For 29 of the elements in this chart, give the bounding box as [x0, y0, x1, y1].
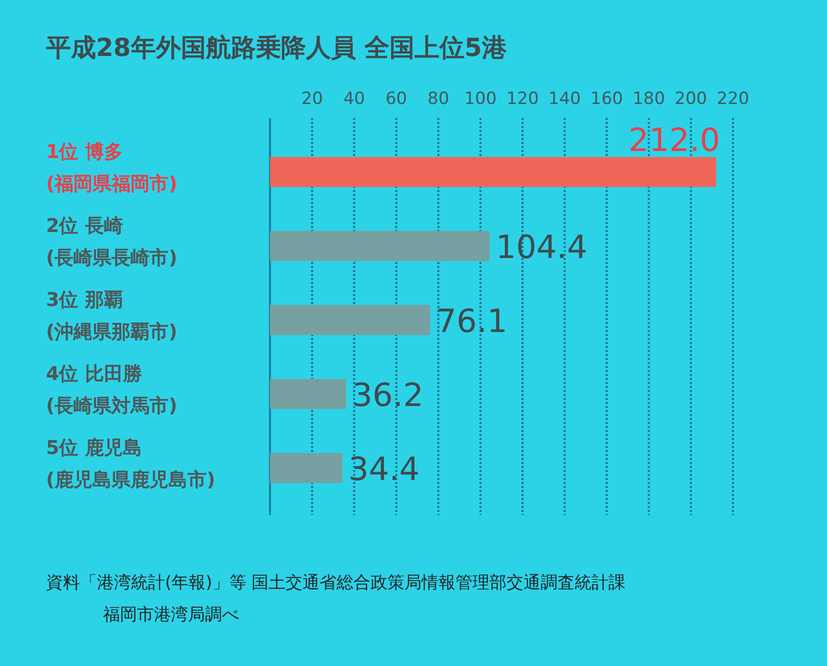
x-tick-label: 100 [464, 89, 497, 109]
data-label: 76.1 [436, 302, 508, 340]
x-tick-label: 200 [674, 89, 708, 109]
x-tick-label: 20 [301, 89, 323, 109]
x-tick-label: 140 [548, 89, 581, 109]
bar [270, 379, 346, 409]
x-tick-label: 220 [716, 89, 750, 109]
y-tick-label: 2位 長崎 (長崎県長崎市) [46, 215, 178, 269]
y-tick-label: 1位 博多 (福岡県福岡市) [46, 141, 178, 195]
y-tick-label: 4位 比田勝 (長崎県対馬市) [46, 363, 178, 417]
x-tick-label: 80 [428, 89, 450, 109]
x-tick-label: 40 [343, 89, 365, 109]
bar [270, 231, 490, 261]
bar [270, 453, 342, 483]
data-label: 104.4 [496, 228, 588, 266]
y-tick-label: 3位 那覇 (沖縄県那覇市) [46, 289, 178, 343]
chart-title: 平成28年外国航路乗降人員 全国上位5港 [45, 33, 508, 62]
data-label: 36.2 [352, 376, 424, 414]
text: 福岡市港湾局調べ [103, 605, 239, 625]
y-tick-label: 5位 鹿児島 (鹿児島県鹿児島市) [46, 437, 216, 491]
data-label: 34.4 [348, 450, 420, 488]
x-tick-label: 160 [590, 89, 623, 109]
text: 資料「港湾統計(年報)」等 国土交通省総合政策局情報管理部交通調査統計課 [46, 573, 626, 593]
bar [270, 305, 430, 335]
data-label: 212.0 [628, 121, 720, 159]
bar [270, 157, 716, 187]
x-tick-label: 60 [385, 89, 408, 109]
x-tick-label: 120 [506, 89, 539, 109]
x-tick-label: 180 [632, 89, 666, 109]
